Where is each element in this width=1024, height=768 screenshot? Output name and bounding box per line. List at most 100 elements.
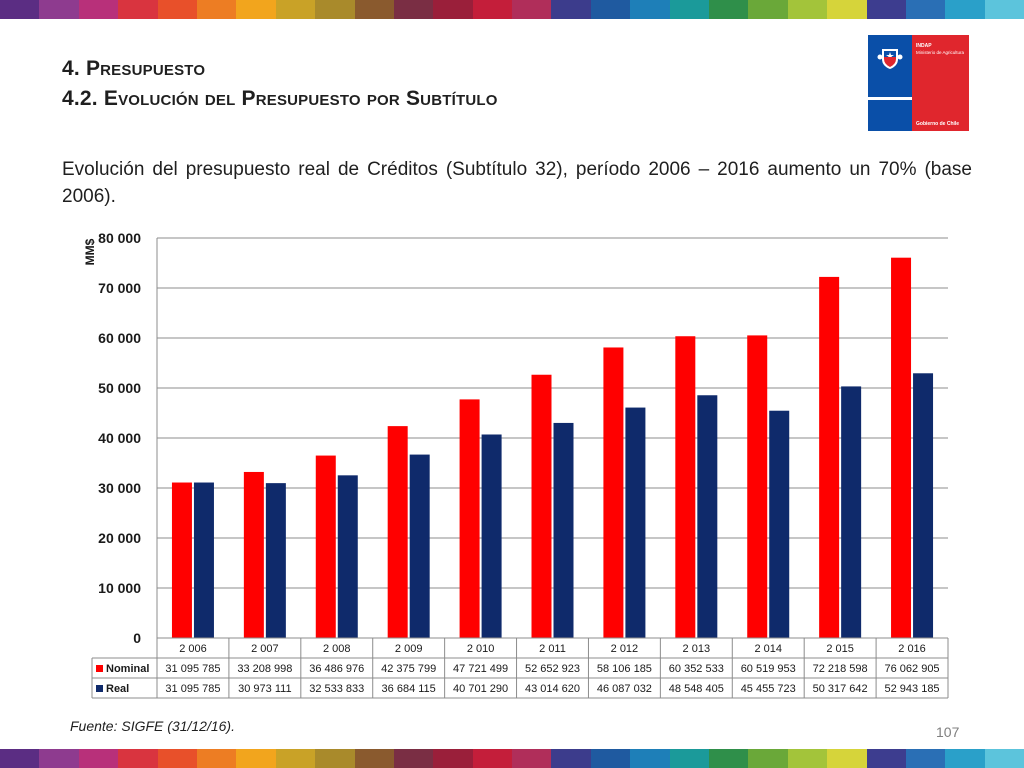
stripe-segment	[945, 749, 985, 768]
data-label: 42 375 799	[381, 663, 436, 675]
bar-real	[337, 475, 358, 638]
x-tick-label: 2 016	[898, 643, 926, 655]
stripe-segment	[118, 749, 158, 768]
bar-real	[265, 483, 286, 638]
data-label: 50 317 642	[813, 683, 868, 695]
bar-nominal	[891, 257, 912, 638]
bottom-color-stripe	[0, 749, 1024, 768]
data-label: 36 486 976	[309, 663, 364, 675]
bar-real	[409, 454, 430, 638]
coat-of-arms-icon	[877, 49, 903, 69]
stripe-segment	[354, 0, 394, 19]
stripe-segment	[827, 749, 867, 768]
stripe-segment	[118, 0, 158, 19]
x-tick-label: 2 006	[179, 643, 207, 655]
stripe-segment	[551, 749, 591, 768]
stripe-segment	[236, 0, 276, 19]
stripe-segment	[866, 749, 906, 768]
x-tick-label: 2 014	[754, 643, 782, 655]
bar-real	[913, 373, 934, 638]
stripe-segment	[236, 749, 276, 768]
stripe-segment	[748, 0, 788, 19]
y-tick-label: 30 000	[98, 480, 141, 496]
y-tick-label: 70 000	[98, 280, 141, 296]
bar-nominal	[603, 347, 624, 638]
data-label: 31 095 785	[165, 683, 220, 695]
stripe-segment	[0, 749, 40, 768]
stripe-segment	[315, 0, 355, 19]
stripe-segment	[78, 0, 119, 19]
stripe-segment	[551, 0, 591, 19]
gobierno-logo: INDAP Ministerio de Agricultura Gobierno…	[868, 35, 969, 131]
stripe-segment	[393, 749, 434, 768]
stripe-segment	[157, 749, 197, 768]
stripe-segment	[78, 749, 119, 768]
stripe-segment	[275, 749, 316, 768]
x-tick-label: 2 007	[251, 643, 279, 655]
bar-real	[481, 434, 502, 638]
data-label: 60 519 953	[741, 663, 796, 675]
stripe-segment	[433, 749, 473, 768]
stripe-segment	[0, 0, 40, 19]
y-tick-label: 0	[133, 630, 141, 646]
y-axis-label: MM$	[83, 238, 97, 265]
legend-key-real	[96, 685, 103, 692]
bar-nominal	[243, 471, 264, 638]
logo-org-subtitle: Ministerio de Agricultura	[916, 50, 965, 55]
logo-org-name: INDAP	[916, 43, 932, 49]
data-label: 36 684 115	[382, 683, 436, 695]
stripe-segment	[590, 749, 631, 768]
x-tick-label: 2 015	[826, 643, 854, 655]
data-label: 32 533 833	[309, 683, 364, 695]
data-label: 52 652 923	[525, 663, 580, 675]
x-tick-label: 2 009	[395, 643, 423, 655]
x-tick-label: 2 012	[611, 643, 639, 655]
data-label: 76 062 905	[885, 663, 940, 675]
data-label: 40 701 290	[453, 683, 508, 695]
stripe-segment	[827, 0, 867, 19]
y-tick-label: 10 000	[98, 580, 141, 596]
budget-bar-chart: 0 10 000 20 000 30 000 40 000 50 000 60 000 70 …	[83, 230, 949, 699]
stripe-segment	[39, 749, 79, 768]
stripe-segment	[512, 749, 552, 768]
stripe-segment	[669, 749, 710, 768]
stripe-segment	[472, 0, 513, 19]
stripe-segment	[393, 0, 434, 19]
legend-label: Real	[106, 683, 129, 695]
y-tick-label: 40 000	[98, 430, 141, 446]
description-text: Evolución del presupuesto real de Crédit…	[62, 159, 972, 207]
bar-real	[697, 395, 718, 638]
data-label: 48 548 405	[669, 683, 724, 695]
bar-real	[769, 410, 790, 638]
stripe-segment	[512, 0, 552, 19]
stripe-segment	[196, 0, 237, 19]
stripe-segment	[275, 0, 316, 19]
data-label: 30 973 111	[238, 683, 291, 695]
bar-nominal	[387, 426, 408, 638]
x-tick-label: 2 010	[467, 643, 495, 655]
stripe-segment	[984, 749, 1024, 768]
bar-nominal	[459, 399, 480, 638]
title-block: 4. Presupuesto 4.2. Evolución del Presup…	[62, 54, 498, 114]
stripe-segment	[709, 0, 749, 19]
legend-key-nominal	[96, 665, 103, 672]
source-note: Fuente: SIGFE (31/12/16).	[70, 718, 235, 734]
stripe-segment	[905, 749, 946, 768]
y-tick-label: 80 000	[98, 230, 141, 246]
legend-label: Nominal	[106, 663, 149, 675]
y-tick-label: 60 000	[98, 330, 141, 346]
bar-nominal	[531, 374, 552, 638]
bar-nominal	[747, 335, 768, 638]
logo-divider	[868, 97, 912, 100]
bar-real	[625, 407, 646, 638]
y-tick-label: 20 000	[98, 530, 141, 546]
data-label: 58 106 185	[597, 663, 652, 675]
data-label: 31 095 785	[165, 663, 220, 675]
stripe-segment	[315, 749, 355, 768]
stripe-segment	[669, 0, 710, 19]
stripe-segment	[748, 749, 788, 768]
y-tick-label: 50 000	[98, 380, 141, 396]
stripe-segment	[39, 0, 79, 19]
bar-real	[553, 422, 574, 638]
data-label: 52 943 185	[885, 683, 940, 695]
